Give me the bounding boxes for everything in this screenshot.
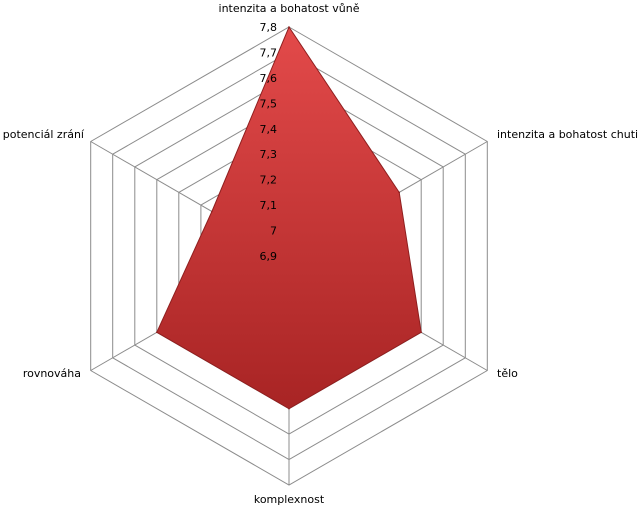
- tick-label-1: 7: [270, 225, 277, 238]
- tick-label-4: 7,3: [260, 148, 278, 161]
- tick-label-8: 7,7: [260, 46, 278, 59]
- tick-label-9: 7,8: [260, 21, 278, 34]
- data-point-5: [211, 210, 213, 213]
- tick-label-2: 7,1: [260, 199, 278, 212]
- axis-label-0: intenzita a bohatost vůně: [219, 2, 360, 15]
- axis-label-4: rovnováha: [23, 367, 81, 380]
- tick-label-7: 7,6: [260, 72, 278, 85]
- series-layer: [156, 25, 423, 410]
- tick-labels: 6,9 7 7,1 7,2 7,3 7,4 7,5 7,6 7,7 7,8: [260, 21, 278, 263]
- tick-label-6: 7,5: [260, 97, 278, 110]
- axis-label-3: komplexnost: [254, 493, 325, 506]
- axis-label-5: potenciál zrání: [3, 128, 85, 141]
- tick-label-0: 6,9: [260, 250, 278, 263]
- axis-label-2: tělo: [497, 367, 518, 380]
- axis-label-1: intenzita a bohatost chuti: [497, 128, 638, 141]
- data-point-2: [420, 331, 423, 334]
- data-point-1: [398, 191, 401, 194]
- tick-label-3: 7,2: [260, 174, 278, 187]
- series-area-0: [156, 25, 422, 410]
- data-point-0: [288, 26, 290, 28]
- data-point-3: [288, 407, 290, 410]
- tick-label-5: 7,4: [260, 123, 278, 136]
- data-point-4: [156, 331, 158, 334]
- axis-labels: intenzita a bohatost vůně intenzita a boh…: [3, 2, 638, 506]
